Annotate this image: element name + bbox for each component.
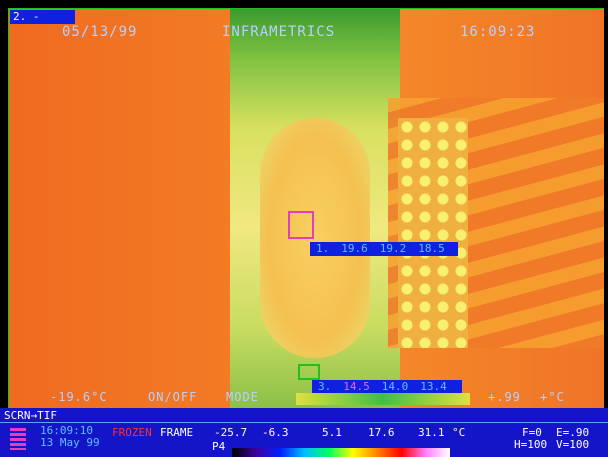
brand: INFRAMETRICS	[222, 24, 336, 40]
spot-box	[298, 364, 320, 380]
reading: 13.4	[420, 380, 447, 393]
reading: 19.6	[341, 242, 368, 255]
tag: 2. -	[10, 10, 75, 24]
bottom-label: -19.6°C	[50, 390, 108, 404]
spot-box	[288, 211, 314, 239]
scale-label: -25.7	[214, 426, 248, 439]
bottom-label: +°C	[540, 390, 565, 404]
day: 13 May 99	[40, 436, 100, 449]
hot-zone	[260, 118, 370, 358]
spot-reading: 3. 14.5 14.0 13.4	[312, 380, 462, 394]
frame: FRAME	[160, 426, 194, 439]
scale-label: -6.3	[262, 426, 289, 439]
spot-id: 3.	[318, 380, 332, 393]
setting: V=100	[556, 438, 590, 451]
setting: H=100	[514, 438, 548, 451]
bottom-label: +.99	[488, 390, 521, 404]
bottom-label: ON/OFF	[148, 390, 198, 404]
status-bar: SCRN→TIF 16:09:10 13 May 99 FROZEN FRAME…	[0, 408, 608, 457]
bottom-label: MODE	[226, 390, 259, 404]
reading: 18.5	[418, 242, 445, 255]
scale-unit: °C	[452, 426, 466, 439]
chips	[398, 118, 468, 348]
time: 16:09:23	[460, 24, 536, 40]
state: FROZEN	[112, 426, 152, 439]
scale-label: 5.1	[322, 426, 342, 439]
scale-label: 17.6	[368, 426, 395, 439]
reading: 14.0	[381, 380, 409, 393]
reading: 19.2	[379, 242, 407, 255]
setting: E=.90	[556, 426, 590, 439]
date: 05/13/99	[62, 24, 138, 40]
clock: 16:09:10	[40, 424, 93, 437]
frame-line	[8, 8, 9, 408]
setting: F=0	[522, 426, 542, 439]
color-scale	[232, 448, 450, 457]
spot-id: 1.	[316, 242, 330, 255]
frame-line	[8, 8, 604, 9]
mode: SCRN→TIF	[4, 409, 57, 422]
icon	[10, 428, 26, 450]
scale-label: 31.1	[418, 426, 445, 439]
divider	[0, 422, 608, 423]
spot-reading: 1. 19.6 19.2 18.5	[310, 242, 458, 256]
palette-strip	[296, 393, 470, 405]
palette: P4	[212, 440, 226, 453]
thermal-image	[8, 8, 604, 408]
reading: 14.5	[343, 380, 370, 393]
